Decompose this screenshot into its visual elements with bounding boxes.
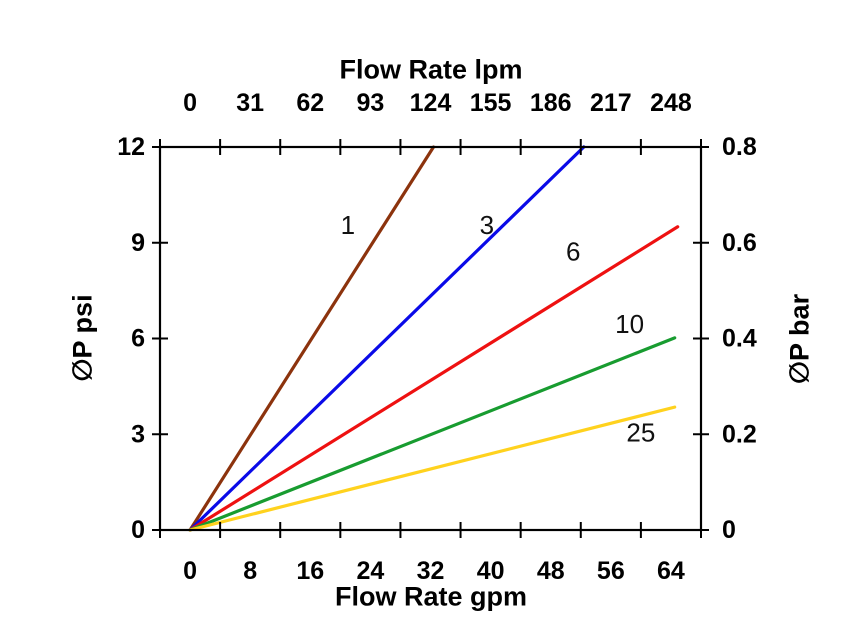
right-tick-label: 0: [722, 516, 736, 544]
bottom-tick-label: 40: [477, 557, 505, 585]
left-tick-label: 0: [131, 516, 145, 544]
top-tick-label: 93: [356, 89, 384, 117]
bottom-tick-label: 56: [597, 557, 625, 585]
right-tick-label: 0.4: [722, 325, 757, 353]
left-tick-label: 9: [131, 229, 145, 257]
series-label-3: 3: [480, 210, 494, 240]
series-line-10: [188, 336, 677, 532]
series-line-1: [188, 145, 436, 532]
series-line-6: [188, 225, 680, 532]
bottom-tick-label: 8: [243, 557, 257, 585]
bottom-tick-label: 32: [417, 557, 445, 585]
top-tick-label: 217: [590, 89, 632, 117]
series-line-3: [188, 145, 586, 532]
right-axis-title: ∅P bar: [784, 293, 815, 385]
series-label-6: 6: [566, 237, 580, 267]
right-tick-label: 0.2: [722, 420, 757, 448]
top-tick-label: 0: [183, 89, 197, 117]
bottom-tick-label: 48: [537, 557, 565, 585]
series-label-10: 10: [615, 309, 644, 339]
top-tick-label: 31: [236, 89, 264, 117]
bottom-tick-label: 16: [296, 557, 324, 585]
left-tick-label: 6: [131, 325, 145, 353]
top-tick-label: 124: [410, 89, 452, 117]
top-tick-label: 186: [530, 89, 572, 117]
series-line-25: [188, 405, 677, 532]
series-label-25: 25: [626, 418, 655, 448]
right-tick-label: 0.8: [722, 133, 757, 161]
top-axis-title: Flow Rate lpm: [339, 54, 523, 85]
left-axis-title: ∅P psi: [67, 294, 98, 382]
right-tick-label: 0.6: [722, 229, 757, 257]
top-tick-label: 155: [470, 89, 512, 117]
left-tick-label: 12: [117, 133, 145, 161]
bottom-axis-title: Flow Rate gpm: [334, 581, 528, 612]
bottom-tick-label: 0: [183, 557, 197, 585]
top-tick-label: 62: [296, 89, 324, 117]
bottom-tick-label: 64: [657, 557, 685, 585]
top-tick-label: 248: [650, 89, 692, 117]
left-tick-label: 3: [131, 420, 145, 448]
bottom-tick-label: 24: [356, 557, 384, 585]
series-label-1: 1: [341, 210, 355, 240]
